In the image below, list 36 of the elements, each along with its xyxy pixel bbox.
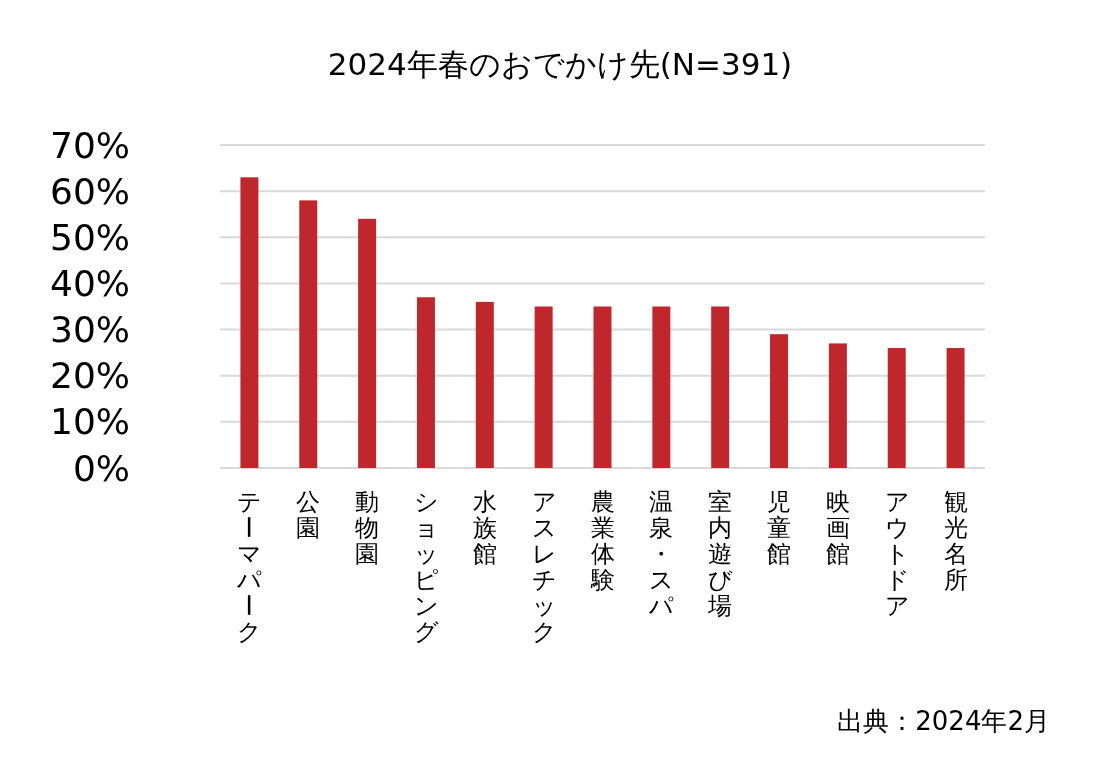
y-tick-label: 10% <box>49 401 130 443</box>
y-tick-label: 70% <box>49 124 130 166</box>
y-tick-label: 20% <box>49 355 130 397</box>
x-tick-label: ショッピング <box>413 488 439 646</box>
x-tick-label: アウトドア <box>884 488 910 620</box>
x-tick-label: アスレチック <box>531 488 557 646</box>
bar <box>946 348 965 468</box>
x-tick-label: 農業体験 <box>589 488 615 594</box>
y-tick-label: 60% <box>49 170 130 212</box>
chart-title: 2024年春のおでかけ先(N=391) <box>327 46 793 82</box>
bar <box>593 306 612 468</box>
bar <box>534 306 553 468</box>
source-note: 出典：2024年2月 <box>837 706 1050 736</box>
x-tick-label: 室内遊び場 <box>707 488 734 620</box>
x-tick-label: 動物園 <box>355 488 380 568</box>
bar <box>770 334 789 468</box>
y-tick-label: 40% <box>49 262 130 304</box>
x-tick-label: 公園 <box>296 488 321 542</box>
bar <box>240 177 259 468</box>
bar <box>358 218 377 468</box>
y-tick-label: 50% <box>49 216 130 258</box>
bar <box>652 306 671 468</box>
x-tick-label: 児童館 <box>767 488 792 568</box>
y-tick-label: 0% <box>72 447 130 489</box>
x-tick-label: 映画館 <box>825 488 850 568</box>
x-tick-label: 温泉・スパ <box>648 488 675 620</box>
bar <box>828 343 847 468</box>
bar <box>887 348 906 468</box>
bar <box>475 301 494 468</box>
bar <box>299 200 318 468</box>
x-tick-label: テーマパーク <box>234 488 263 646</box>
y-tick-label: 30% <box>49 309 130 351</box>
x-tick-label: 水族館 <box>472 488 497 568</box>
bar <box>711 306 730 468</box>
x-tick-label: 観光名所 <box>943 488 968 594</box>
bar <box>416 297 435 468</box>
